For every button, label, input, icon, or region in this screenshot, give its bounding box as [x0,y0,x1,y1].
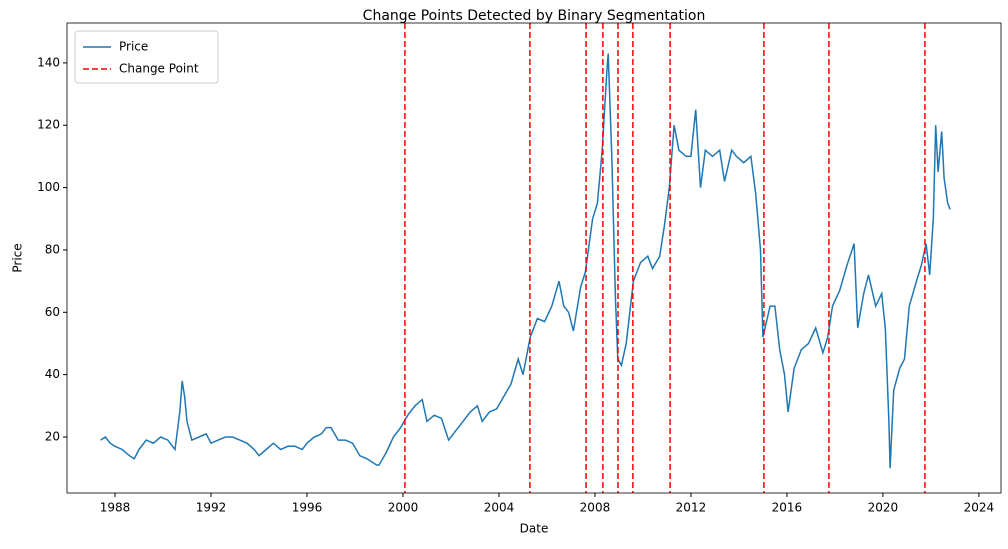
price-line [100,53,951,469]
legend-box [74,30,219,84]
x-tick-label: 2020 [868,501,899,515]
y-tick-label: 140 [37,55,60,69]
y-tick-label: 80 [45,242,60,256]
x-tick-label: 2000 [388,501,419,515]
y-tick-label: 120 [37,118,60,132]
y-tick-label: 100 [37,180,60,194]
chart-title: Change Points Detected by Binary Segment… [363,8,706,24]
x-axis-label: Date [520,522,549,536]
x-tick-label: 2012 [676,501,707,515]
x-tick-label: 1992 [196,501,227,515]
legend-label: Price [119,40,148,54]
y-tick-label: 20 [45,429,60,443]
x-tick-label: 2004 [484,501,515,515]
x-tick-label: 1988 [100,501,131,515]
x-tick-label: 2024 [964,501,995,515]
y-tick-label: 40 [45,367,60,381]
x-tick-label: 1996 [292,501,323,515]
plot-frame [66,22,1002,494]
x-tick-label: 2016 [772,501,803,515]
y-tick-label: 60 [45,305,60,319]
x-tick-label: 2008 [580,501,611,515]
legend-label: Change Point [119,62,199,76]
y-axis-label: Price [11,243,25,272]
